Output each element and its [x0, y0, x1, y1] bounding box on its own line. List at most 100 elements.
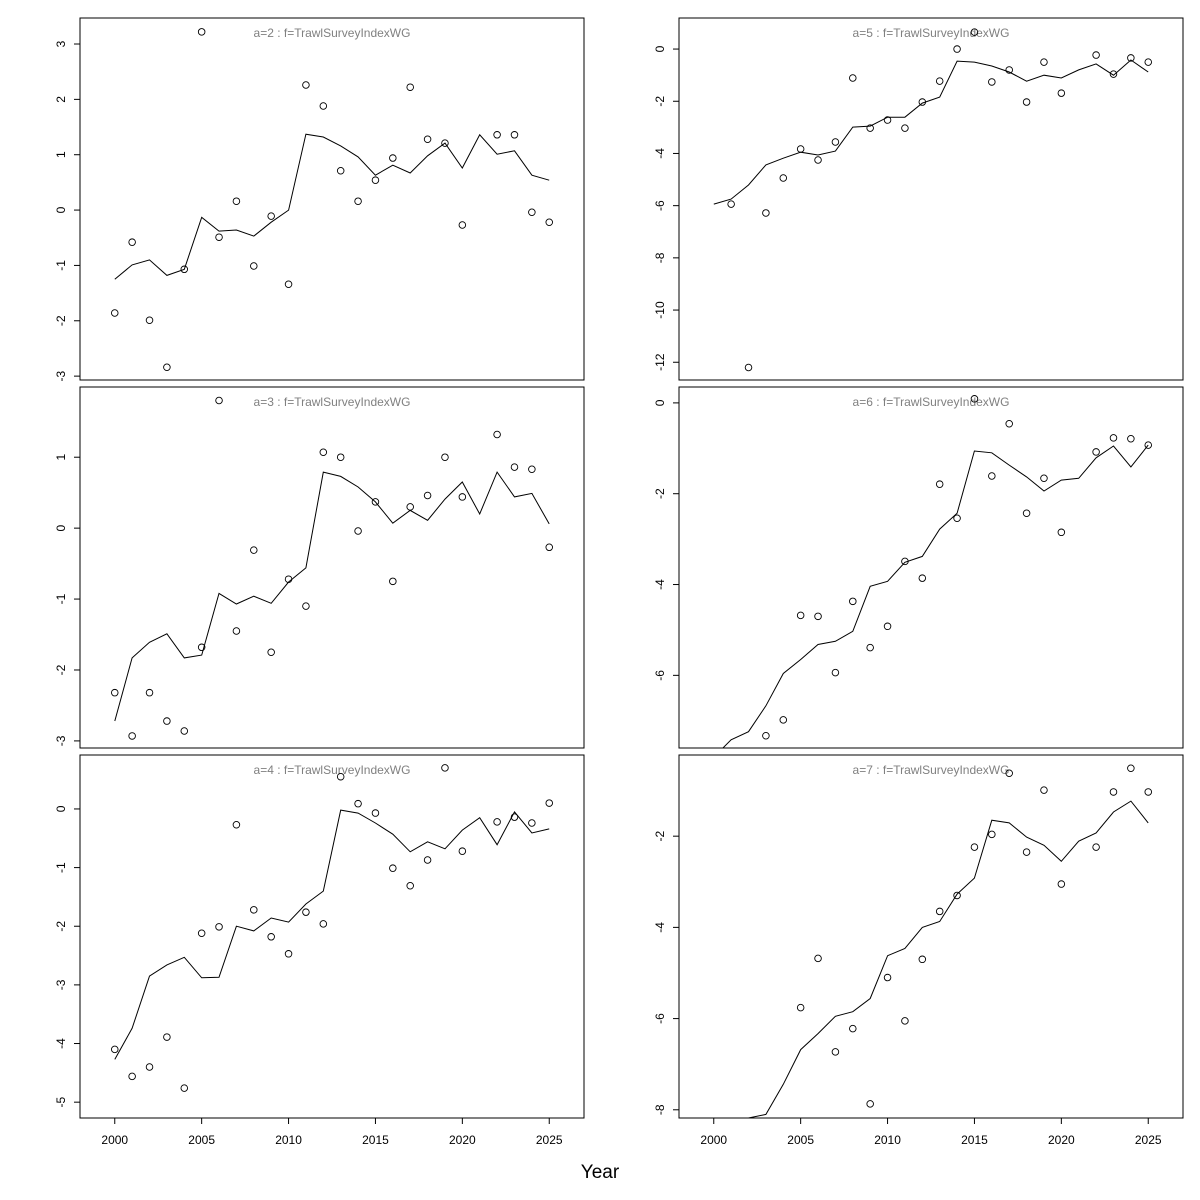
observed-point	[866, 124, 874, 132]
panel-frame	[678, 17, 1184, 381]
observed-point	[831, 668, 840, 677]
observed-point	[371, 809, 380, 817]
observed-point	[354, 527, 362, 535]
panel-frame	[678, 754, 1184, 1119]
observed-point	[918, 98, 927, 106]
y-tick-label: -4	[653, 579, 667, 590]
observed-point	[163, 717, 171, 725]
observed-point	[779, 174, 788, 182]
observed-point	[336, 772, 345, 781]
observed-point	[284, 950, 293, 958]
y-tick-label: 3	[54, 40, 68, 47]
observed-point	[831, 138, 840, 146]
observed-point	[423, 491, 432, 500]
observed-point	[866, 1100, 874, 1108]
observed-point	[1092, 51, 1100, 59]
observed-point	[180, 265, 189, 274]
observed-point	[493, 818, 501, 826]
observed-point	[918, 955, 927, 964]
y-tick-label: 0	[653, 45, 667, 52]
observed-point	[510, 131, 519, 139]
panel-2: a=5 : f=TrawlSurveyIndexWG -12 -10 -8 -6 -4 -2…	[653, 17, 1184, 381]
observed-point	[163, 1033, 171, 1041]
observed-point	[423, 135, 432, 143]
observed-point	[510, 813, 519, 821]
observed-point	[215, 923, 223, 931]
panel-frame	[79, 386, 585, 749]
observed-point	[545, 799, 553, 807]
x-tick-label: 2010	[275, 1133, 302, 1147]
observed-point	[988, 830, 996, 839]
observed-point	[528, 208, 536, 217]
y-tick-label: -10	[653, 301, 667, 319]
observed-point	[302, 908, 310, 916]
observed-point	[970, 28, 979, 36]
x-tick-label: 2000	[101, 1133, 128, 1147]
observed-point	[988, 78, 996, 86]
panel-3: a=3 : f=TrawlSurveyIndexWG -3 -2 -1 0 1	[54, 386, 585, 749]
observed-point	[111, 309, 119, 317]
observed-point	[970, 843, 979, 851]
observed-point	[250, 262, 258, 270]
observed-point	[406, 503, 414, 511]
observed-point	[988, 472, 996, 480]
observed-point	[1022, 509, 1031, 517]
observed-point	[935, 480, 944, 488]
observed-point	[284, 280, 293, 288]
observed-point	[883, 973, 892, 982]
observed-point	[250, 906, 258, 914]
x-tick-label: 2020	[1048, 1133, 1075, 1147]
observed-point	[406, 882, 414, 890]
observed-point	[458, 493, 467, 501]
y-tick-label: -6	[653, 200, 667, 211]
y-tick-label: -4	[653, 922, 667, 933]
observed-point	[215, 396, 223, 405]
observed-point	[796, 611, 805, 620]
observed-point	[1040, 58, 1048, 66]
observed-point	[814, 954, 822, 963]
observed-point	[441, 764, 449, 772]
panel-title: a=6 : f=TrawlSurveyIndexWG	[853, 395, 1010, 409]
observed-point	[1127, 435, 1135, 443]
y-tick-label: -2	[653, 831, 667, 842]
y-tick-label: -5	[54, 1097, 68, 1108]
x-tick-label: 2005	[188, 1133, 215, 1147]
observed-point	[197, 28, 206, 36]
observed-point	[762, 731, 770, 740]
observed-point	[180, 727, 189, 735]
panel-title: a=5 : f=TrawlSurveyIndexWG	[853, 26, 1010, 40]
observed-point	[232, 821, 241, 829]
observed-point	[111, 1045, 119, 1054]
observed-point	[953, 891, 961, 900]
observed-point	[145, 688, 154, 697]
observed-point	[423, 856, 432, 864]
observed-point	[901, 124, 909, 132]
observed-point	[1040, 474, 1048, 483]
observed-point	[1005, 769, 1013, 777]
observed-point	[389, 864, 397, 872]
observed-point	[232, 627, 241, 635]
observed-point	[389, 577, 397, 586]
observed-point	[441, 453, 449, 461]
observed-point	[814, 612, 822, 621]
observed-point	[849, 597, 857, 606]
observed-point	[814, 156, 822, 164]
observed-point	[1022, 98, 1031, 106]
y-tick-label: 0	[54, 206, 68, 213]
observed-point	[1109, 788, 1118, 796]
panel-frame	[678, 386, 1184, 749]
observed-point	[727, 200, 735, 208]
y-tick-label: -1	[54, 260, 68, 271]
observed-point	[319, 102, 328, 110]
observed-point	[458, 221, 467, 229]
x-tick-label: 2005	[787, 1133, 814, 1147]
y-tick-label: -1	[54, 593, 68, 604]
observed-point	[779, 716, 788, 724]
y-tick-label: -2	[54, 921, 68, 932]
observed-point	[510, 463, 519, 471]
y-tick-label: -12	[653, 353, 667, 371]
y-tick-label: -2	[54, 315, 68, 326]
fitted-line	[114, 133, 550, 280]
panel-6: a=7 : f=TrawlSurveyIndexWG -8 -6 -4 -2 2000 20…	[653, 754, 1184, 1147]
observed-point	[493, 131, 501, 139]
